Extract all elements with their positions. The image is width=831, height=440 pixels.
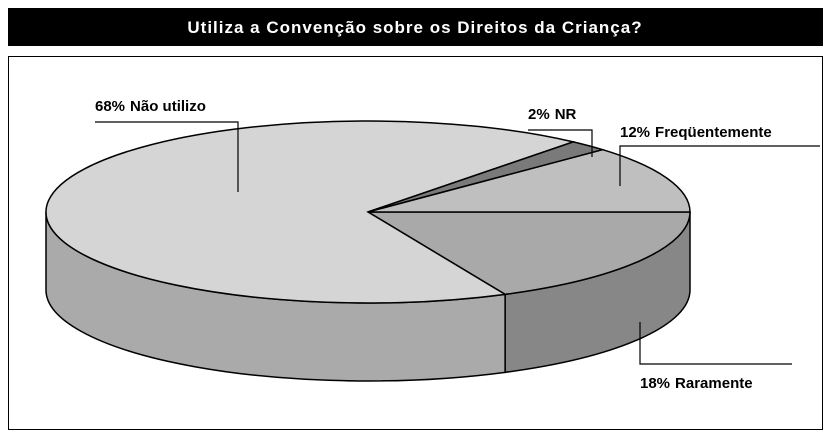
chart-title: Utiliza a Convenção sobre os Direitos da… [187,18,642,37]
leader-line [95,121,239,192]
slice-label: 68% Não utilizo [95,98,206,115]
slice-label: 2% NR [528,106,577,123]
labels: 18% Raramente 68% Não utilizo 2% NR 12% Freqüen… [95,98,820,392]
title-bar [8,8,823,46]
pie [45,120,691,382]
slice-category: Raramente [675,375,753,392]
slice-label: 18% Raramente [640,375,753,392]
leader-line [639,322,792,365]
slice-label: 12% Freqüentemente [620,124,772,141]
slice-value: 2% [528,106,550,123]
leader-line [528,129,593,157]
leader-line [619,145,820,186]
slice-value: 12% [620,124,650,141]
slice-category: NR [555,106,577,123]
pie-slice [367,148,691,213]
slice-category: Não utilizo [130,98,206,115]
slice-value: 68% [95,98,125,115]
pie-slice [45,120,576,304]
slice-value: 18% [640,375,670,392]
slice-category: Freqüentemente [655,124,772,141]
pie-slice [365,211,691,296]
